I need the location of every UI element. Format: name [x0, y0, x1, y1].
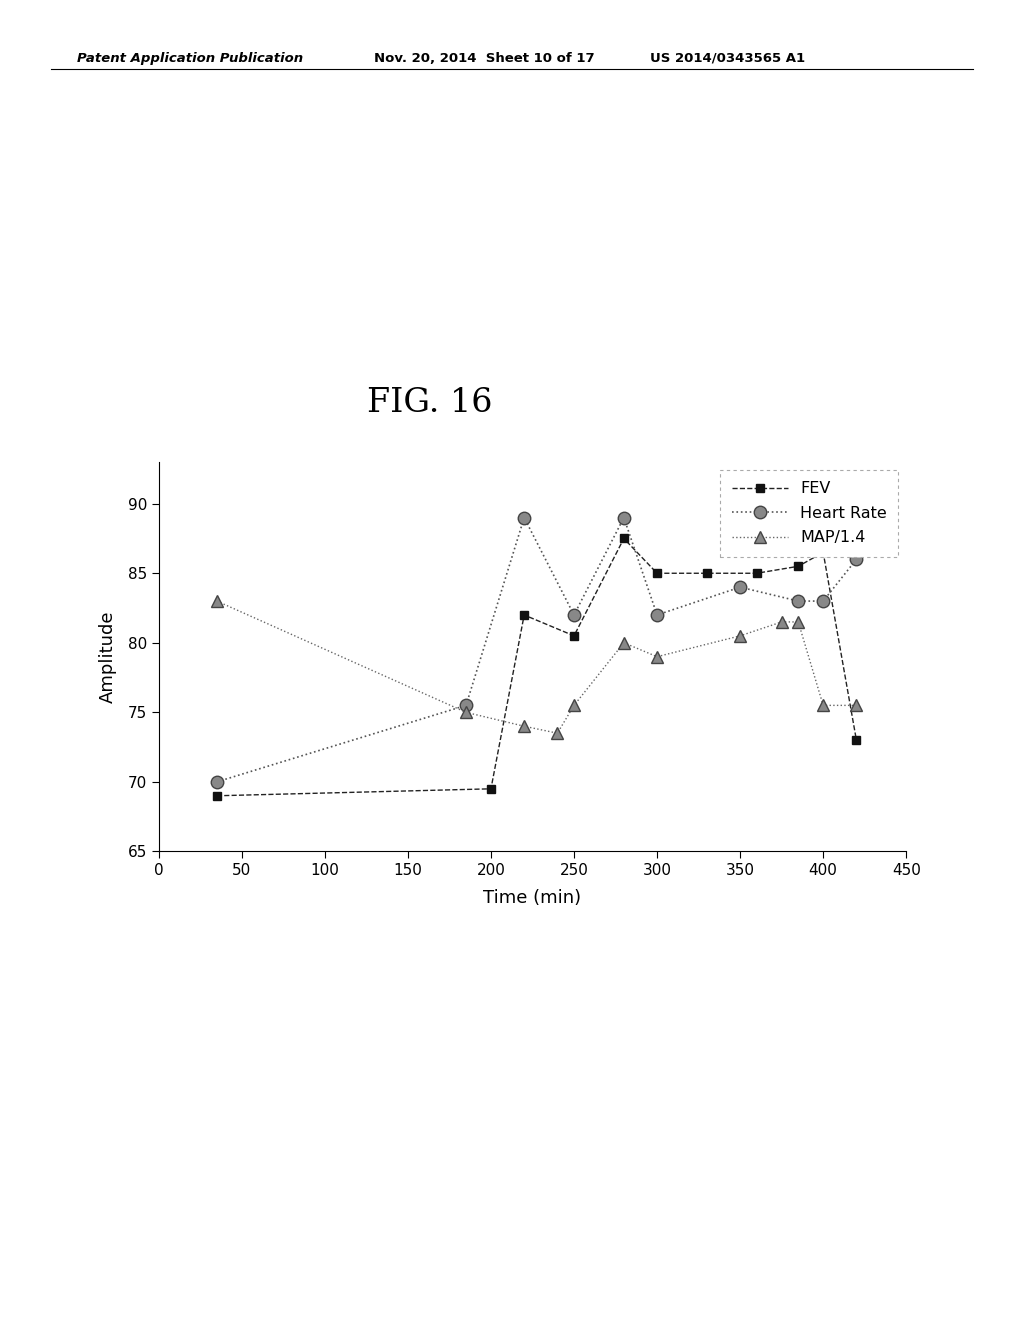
Text: Patent Application Publication: Patent Application Publication: [77, 51, 303, 65]
Text: FIG. 16: FIG. 16: [368, 387, 493, 418]
Text: Nov. 20, 2014  Sheet 10 of 17: Nov. 20, 2014 Sheet 10 of 17: [374, 51, 594, 65]
Text: US 2014/0343565 A1: US 2014/0343565 A1: [650, 51, 805, 65]
Y-axis label: Amplitude: Amplitude: [98, 610, 117, 704]
X-axis label: Time (min): Time (min): [483, 890, 582, 907]
Legend: FEV, Heart Rate, MAP/1.4: FEV, Heart Rate, MAP/1.4: [721, 470, 898, 557]
